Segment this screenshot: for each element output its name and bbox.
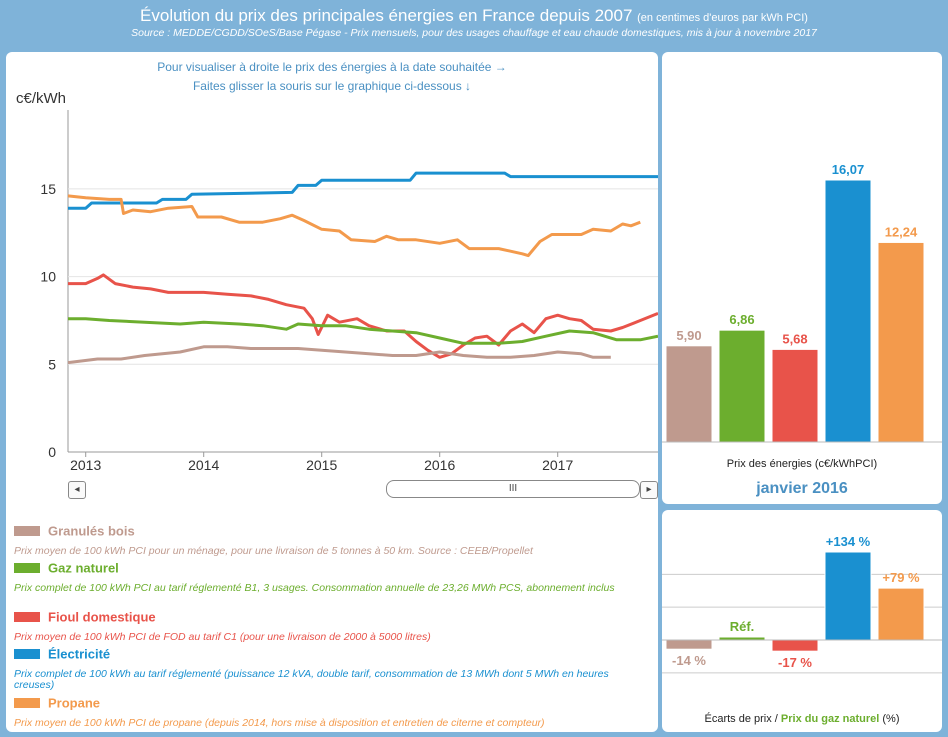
line-chart-panel: Pour visualiser à droite le prix des éne…	[6, 52, 658, 732]
y-tick-label: 0	[48, 444, 56, 460]
legend-item-granules-bois: Granulés bois Prix moyen de 100 kWh PCI …	[14, 522, 634, 557]
title-unit: (en centimes d'euros par kWh PCI)	[637, 12, 808, 24]
gap-label-part3: (%)	[879, 713, 899, 725]
line-chart[interactable]: 0 5 10 15 2013 2014 2015 2016 2017	[6, 52, 658, 477]
legend-name: Fioul domestique	[48, 609, 156, 625]
legend-swatch	[14, 648, 40, 659]
y-tick-label: 15	[40, 181, 56, 197]
bar-value-label: 5,90	[676, 328, 701, 343]
series-line-granul-s-bois[interactable]	[67, 345, 611, 365]
series-line-fioul-domestique[interactable]	[68, 273, 658, 359]
hint-line-2: Faites glisser la souris sur le graphiqu…	[192, 79, 472, 93]
bar-value-label: Réf.	[730, 619, 755, 634]
legend-desc: Prix moyen de 100 kWh PCI de FOD au tari…	[14, 631, 431, 643]
legend-desc: Prix complet de 100 kWh PCI au tarif rég…	[14, 582, 615, 594]
bar-value-label: 6,86	[729, 312, 754, 327]
bar[interactable]	[665, 345, 713, 443]
legend-swatch	[14, 697, 40, 708]
legend-name: Granulés bois	[48, 523, 135, 539]
legend-item-propane: Propane Prix moyen de 100 kWh PCI de pro…	[14, 694, 634, 729]
y-tick-label: 10	[40, 269, 56, 285]
legend-desc: Prix complet de 100 kWh au tarif régleme…	[14, 668, 609, 691]
chart-title: Évolution du prix des principales énergi…	[140, 6, 808, 25]
series-line--lectricit-[interactable]	[68, 171, 658, 210]
gap-chart-x-label: Écarts de prix / Prix du gaz naturel (%)	[704, 712, 899, 725]
bar-value-label: +79 %	[882, 570, 920, 585]
x-tick-label: 2016	[424, 457, 455, 473]
bar[interactable]	[824, 551, 872, 641]
x-tick-label: 2017	[542, 457, 573, 473]
legend-swatch	[14, 562, 40, 573]
bar-value-label: +134 %	[826, 534, 871, 549]
bar[interactable]	[824, 179, 872, 443]
hint-line-1: Pour visualiser à droite le prix des éne…	[157, 60, 507, 74]
legend-name: Électricité	[48, 646, 111, 662]
legend-item-fioul: Fioul domestique Prix moyen de 100 kWh P…	[14, 608, 634, 643]
scroll-thumb[interactable]: III	[386, 480, 640, 498]
header: Évolution du prix des principales énergi…	[0, 0, 948, 48]
bar[interactable]	[877, 587, 925, 641]
gap-label-part2: Prix du gaz naturel	[781, 713, 879, 725]
series-line-propane[interactable]	[67, 194, 641, 258]
x-tick-label: 2013	[70, 457, 101, 473]
bar-value-label: -17 %	[778, 655, 812, 670]
y-tick-label: 5	[48, 356, 56, 372]
bar[interactable]	[665, 639, 713, 650]
scroll-left-button[interactable]: ◂	[68, 481, 86, 499]
gap-bar-panel: -14 % Réf. -17 % +134 % +79 % Écarts de prix …	[662, 510, 942, 732]
bar-value-label: 5,68	[782, 331, 807, 346]
price-bar-chart: 5,90 6,86 5,68 16,07 12,24 Prix des énergies …	[662, 162, 942, 497]
gap-label-part1: Écarts de prix /	[704, 712, 780, 725]
bar-chart-x-label: Prix des énergies (c€/kWhPCI)	[727, 458, 877, 470]
legend-desc: Prix moyen de 100 kWh PCI de propane (de…	[14, 717, 545, 729]
selected-date: janvier 2016	[755, 480, 848, 497]
series-line-gaz-naturel[interactable]	[68, 317, 658, 345]
legend-name: Propane	[48, 695, 101, 711]
bar-value-label: 12,24	[885, 224, 918, 239]
x-tick-label: 2015	[306, 457, 337, 473]
bar[interactable]	[771, 639, 819, 652]
legend-desc: Prix moyen de 100 kWh PCI pour un ménage…	[14, 545, 533, 557]
source-note: Source : MEDDE/CGDD/SOeS/Base Pégase - P…	[131, 27, 817, 39]
legend-item-gaz-naturel: Gaz naturel Prix complet de 100 kWh PCI …	[14, 559, 634, 594]
legend-swatch	[14, 611, 40, 622]
legend-name: Gaz naturel	[48, 560, 119, 576]
legend-item-electricite: Électricité Prix complet de 100 kWh au t…	[14, 645, 634, 691]
bar[interactable]	[718, 329, 766, 443]
bar-value-label: 16,07	[832, 162, 865, 177]
scroll-right-button[interactable]: ▸	[640, 481, 658, 499]
gap-bar-chart: -14 % Réf. -17 % +134 % +79 % Écarts de prix …	[662, 534, 942, 725]
bar-value-label: -14 %	[672, 653, 706, 668]
bar[interactable]	[877, 241, 925, 443]
price-bar-panel: 5,90 6,86 5,68 16,07 12,24 Prix des énergies …	[662, 52, 942, 504]
bar[interactable]	[771, 348, 819, 443]
y-axis-label: c€/kWh	[16, 90, 67, 107]
legend-swatch	[14, 525, 40, 536]
x-tick-label: 2014	[188, 457, 219, 473]
